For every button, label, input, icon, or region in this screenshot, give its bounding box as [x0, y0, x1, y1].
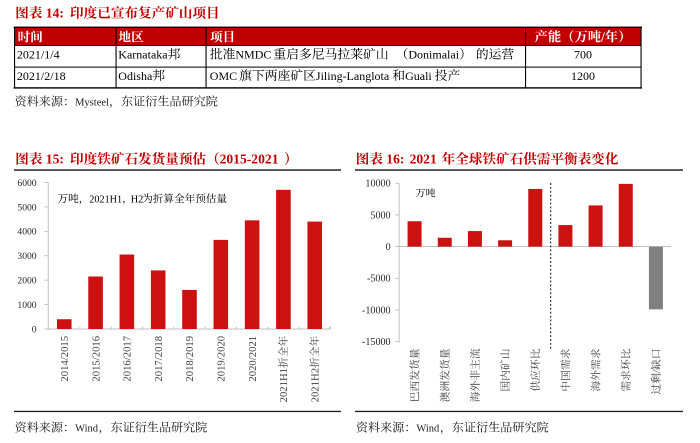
svg-text:H2: H2: [131, 194, 143, 205]
svg-text:-5000: -5000: [367, 274, 391, 285]
svg-text:14: 14: [46, 6, 60, 21]
svg-text:Mysteel: Mysteel: [75, 98, 109, 109]
svg-text:2021H2: 2021H2: [309, 368, 321, 402]
svg-text::: :: [400, 152, 405, 167]
svg-text:2021H1: 2021H1: [89, 194, 122, 205]
svg-text:-15000: -15000: [362, 337, 391, 348]
svg-text:2019/2020: 2019/2020: [216, 336, 228, 382]
svg-text:0: 0: [386, 242, 391, 253]
svg-text:Karnataka: Karnataka: [118, 48, 168, 62]
svg-text:Donimalai: Donimalai: [408, 48, 459, 62]
svg-text:1200: 1200: [571, 69, 595, 83]
svg-text:5000: 5000: [370, 210, 390, 221]
svg-text:-10000: -10000: [362, 305, 391, 316]
svg-text:2020/2021: 2020/2021: [247, 336, 259, 382]
svg-text:2016/2017: 2016/2017: [122, 335, 134, 381]
svg-text:/: /: [651, 370, 663, 373]
svg-text:Odisha: Odisha: [118, 69, 153, 83]
svg-text:16: 16: [386, 152, 400, 167]
svg-text:4000: 4000: [17, 227, 36, 238]
svg-text:2014/2015: 2014/2015: [59, 336, 71, 382]
svg-text:2021H1: 2021H1: [278, 368, 290, 402]
svg-text:0: 0: [32, 324, 37, 335]
svg-text:NMDC: NMDC: [235, 48, 271, 62]
svg-text::: :: [59, 152, 64, 167]
svg-text:OMC: OMC: [210, 69, 237, 83]
svg-text:2017/2018: 2017/2018: [153, 336, 165, 382]
svg-text:Guali: Guali: [405, 69, 432, 83]
svg-text::: :: [59, 6, 64, 21]
svg-text:6000: 6000: [17, 178, 36, 189]
svg-text:2000: 2000: [17, 276, 36, 287]
svg-text:2018/2019: 2018/2019: [184, 336, 196, 382]
svg-text:2021: 2021: [410, 152, 437, 167]
svg-text:Jiling-Langlota: Jiling-Langlota: [316, 69, 390, 83]
svg-text:/: /: [600, 29, 605, 44]
svg-text:3000: 3000: [17, 251, 36, 262]
svg-text:15: 15: [46, 152, 60, 167]
svg-text:1000: 1000: [17, 300, 36, 311]
svg-text:Wind: Wind: [416, 424, 440, 435]
svg-text:10000: 10000: [365, 179, 390, 190]
svg-text:2021/2/18: 2021/2/18: [17, 69, 66, 83]
svg-text:5000: 5000: [17, 202, 36, 213]
svg-text:2015-2021: 2015-2021: [220, 152, 279, 167]
svg-text:2021/1/4: 2021/1/4: [17, 48, 60, 62]
svg-text:Wind: Wind: [75, 424, 99, 435]
svg-text:700: 700: [574, 48, 592, 62]
svg-text:2015/2016: 2015/2016: [90, 335, 102, 381]
